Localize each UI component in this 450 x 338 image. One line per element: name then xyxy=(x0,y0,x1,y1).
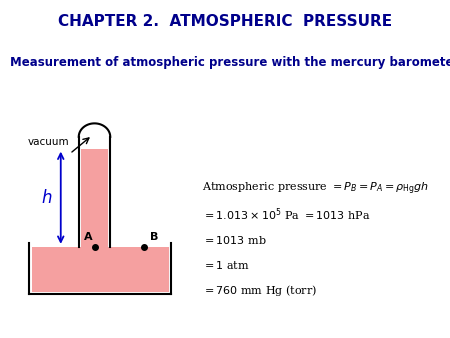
Text: $h$: $h$ xyxy=(40,189,52,207)
Bar xyxy=(81,149,108,247)
Text: A: A xyxy=(83,232,92,242)
Text: CHAPTER 2.  ATMOSPHERIC  PRESSURE: CHAPTER 2. ATMOSPHERIC PRESSURE xyxy=(58,15,392,29)
Text: $= 1013$ mb: $= 1013$ mb xyxy=(202,234,267,246)
Text: Atmospheric pressure $= P_B = P_A = \rho_{\mathrm{Hg}}gh$: Atmospheric pressure $= P_B = P_A = \rho… xyxy=(202,181,430,197)
Text: $= 760$ mm Hg (torr): $= 760$ mm Hg (torr) xyxy=(202,283,318,298)
Text: vacuum: vacuum xyxy=(28,137,70,147)
Text: $= 1$ atm: $= 1$ atm xyxy=(202,259,250,271)
Text: B: B xyxy=(150,232,158,242)
Bar xyxy=(32,247,169,292)
Text: $= 1.013\times10^5$ Pa $= 1013$ hPa: $= 1.013\times10^5$ Pa $= 1013$ hPa xyxy=(202,206,371,223)
Text: Measurement of atmospheric pressure with the mercury barometer:: Measurement of atmospheric pressure with… xyxy=(10,56,450,69)
